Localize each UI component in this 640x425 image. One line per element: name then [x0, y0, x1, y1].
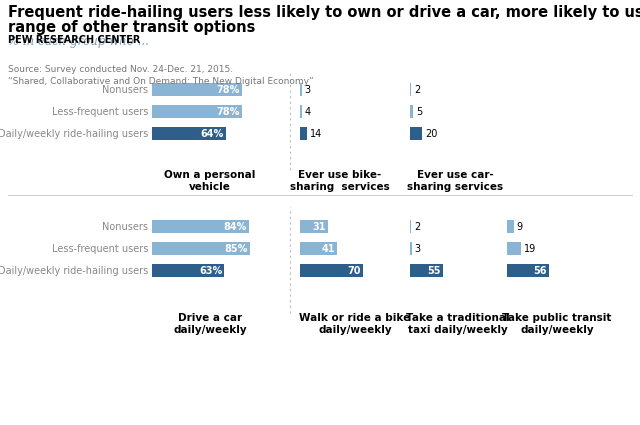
- Text: Own a personal
vehicle: Own a personal vehicle: [164, 170, 256, 193]
- Text: 78%: 78%: [216, 85, 240, 94]
- Bar: [300, 242, 337, 255]
- Text: Daily/weekly ride-hailing users: Daily/weekly ride-hailing users: [0, 128, 148, 139]
- Bar: [410, 242, 412, 255]
- Bar: [152, 127, 226, 140]
- Bar: [152, 242, 250, 255]
- Text: Drive a car
daily/weekly: Drive a car daily/weekly: [173, 313, 247, 335]
- Text: 70: 70: [348, 266, 361, 275]
- Text: Less-frequent users: Less-frequent users: [52, 244, 148, 253]
- Text: Nonusers: Nonusers: [102, 85, 148, 94]
- Text: PEW RESEARCH CENTER: PEW RESEARCH CENTER: [8, 35, 140, 45]
- Text: 2: 2: [414, 221, 420, 232]
- Text: 2: 2: [414, 85, 420, 94]
- Text: 55: 55: [428, 266, 441, 275]
- Bar: [152, 264, 225, 277]
- Text: 3: 3: [415, 244, 421, 253]
- Text: Take a traditional
taxi daily/weekly: Take a traditional taxi daily/weekly: [406, 313, 510, 335]
- Bar: [410, 127, 422, 140]
- Text: range of other transit options: range of other transit options: [8, 20, 255, 35]
- Text: 41: 41: [321, 244, 335, 253]
- Bar: [410, 264, 443, 277]
- Bar: [152, 83, 242, 96]
- Text: 64%: 64%: [200, 128, 223, 139]
- Text: Source: Survey conducted Nov. 24-Dec. 21, 2015.
“Shared, Collaborative and On De: Source: Survey conducted Nov. 24-Dec. 21…: [8, 65, 314, 86]
- Text: Walk or ride a bike
daily/weekly: Walk or ride a bike daily/weekly: [300, 313, 411, 335]
- Bar: [300, 220, 328, 233]
- Text: Frequent ride-hailing users less likely to own or drive a car, more likely to us: Frequent ride-hailing users less likely …: [8, 5, 640, 20]
- Text: 63%: 63%: [199, 266, 223, 275]
- Bar: [410, 105, 413, 118]
- Text: 85%: 85%: [225, 244, 248, 253]
- Text: % in each group who ...: % in each group who ...: [8, 35, 149, 48]
- Bar: [507, 264, 549, 277]
- Text: Less-frequent users: Less-frequent users: [52, 107, 148, 116]
- Text: Take public transit
daily/weekly: Take public transit daily/weekly: [502, 313, 612, 335]
- Text: 31: 31: [312, 221, 326, 232]
- Bar: [152, 105, 242, 118]
- Text: 19: 19: [524, 244, 536, 253]
- Bar: [152, 220, 248, 233]
- Text: 9: 9: [516, 221, 523, 232]
- Text: 84%: 84%: [223, 221, 246, 232]
- Bar: [300, 105, 302, 118]
- Text: 3: 3: [305, 85, 310, 94]
- Text: Daily/weekly ride-hailing users: Daily/weekly ride-hailing users: [0, 266, 148, 275]
- Bar: [507, 242, 521, 255]
- Text: Ever use bike-
sharing  services: Ever use bike- sharing services: [290, 170, 390, 193]
- Bar: [300, 83, 301, 96]
- Text: 78%: 78%: [216, 107, 240, 116]
- Bar: [507, 220, 514, 233]
- Text: 14: 14: [310, 128, 323, 139]
- Text: 20: 20: [425, 128, 437, 139]
- Bar: [300, 127, 307, 140]
- Text: 5: 5: [416, 107, 422, 116]
- Text: Ever use car-
sharing services: Ever use car- sharing services: [407, 170, 503, 193]
- Text: 56: 56: [534, 266, 547, 275]
- Bar: [410, 220, 412, 233]
- Text: Nonusers: Nonusers: [102, 221, 148, 232]
- Text: 4: 4: [305, 107, 311, 116]
- Bar: [410, 83, 412, 96]
- Bar: [300, 264, 363, 277]
